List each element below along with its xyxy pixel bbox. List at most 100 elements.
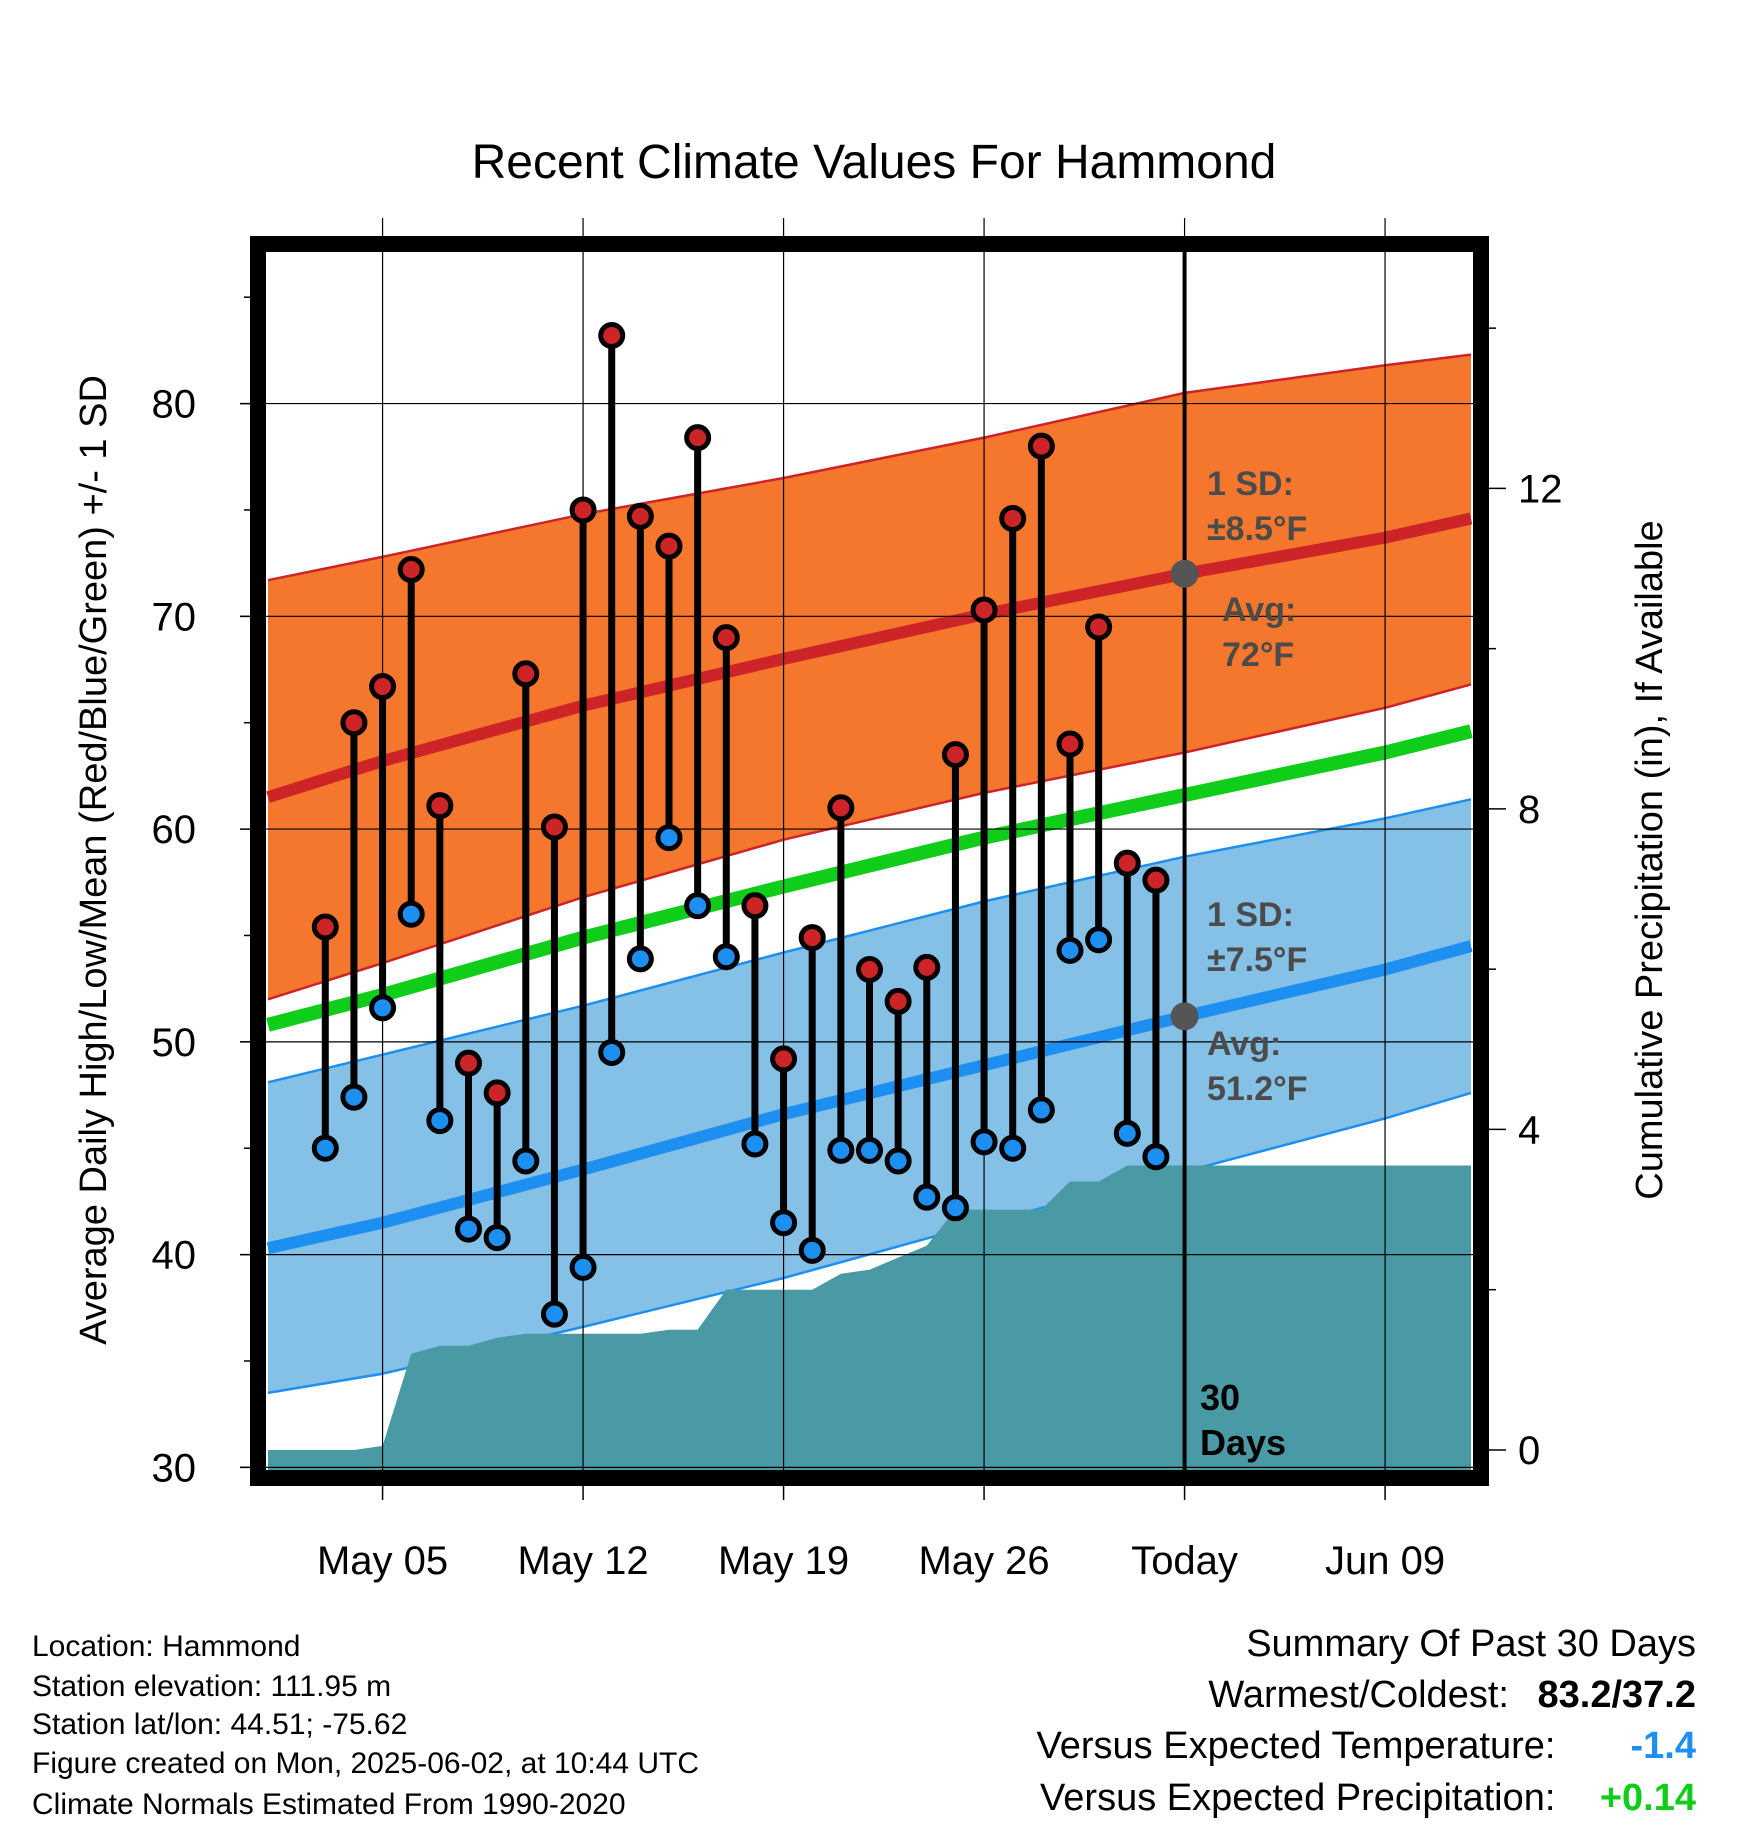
low-point bbox=[1142, 1143, 1170, 1171]
low-point bbox=[569, 1253, 597, 1281]
high-point bbox=[913, 953, 941, 981]
days-annotation-line-1: 30 bbox=[1200, 1377, 1240, 1418]
high-avg-annotation-line-2: 72°F bbox=[1222, 636, 1294, 674]
low-point bbox=[884, 1147, 912, 1175]
y-tick-label: 70 bbox=[152, 595, 197, 639]
summary-warm-value: 83.2/37.2 bbox=[1537, 1674, 1696, 1716]
low-point bbox=[397, 900, 425, 928]
high-point bbox=[1113, 849, 1141, 877]
x-tick-label: May 19 bbox=[718, 1539, 849, 1583]
summary-warm-label: Warmest/Coldest: bbox=[1208, 1674, 1509, 1716]
low-point bbox=[827, 1136, 855, 1164]
x-tick-label: May 12 bbox=[517, 1539, 648, 1583]
low-point bbox=[340, 1083, 368, 1111]
x-tick-label: May 26 bbox=[918, 1539, 1049, 1583]
high-point bbox=[1085, 613, 1113, 641]
summary-temp-value: -1.4 bbox=[1630, 1725, 1696, 1767]
high-point bbox=[426, 792, 454, 820]
low-point bbox=[1085, 926, 1113, 954]
summary-temperature: Versus Expected Temperature: -1.4 bbox=[1037, 1727, 1696, 1765]
y-tick-label: 80 bbox=[152, 383, 197, 427]
chart-title: Recent Climate Values For Hammond bbox=[472, 136, 1277, 189]
info-elevation: Station elevation: 111.95 m bbox=[32, 1670, 392, 1703]
high-point bbox=[1027, 432, 1055, 460]
high-point bbox=[540, 813, 568, 841]
high-sd-upper-line bbox=[267, 353, 1472, 582]
low-point bbox=[369, 994, 397, 1022]
low-point bbox=[1113, 1119, 1141, 1147]
low-point bbox=[999, 1134, 1027, 1162]
summary-temp-label: Versus Expected Temperature: bbox=[1036, 1725, 1556, 1767]
y2-tick-label: 8 bbox=[1518, 788, 1540, 832]
low-point bbox=[311, 1134, 339, 1162]
high-point bbox=[569, 496, 597, 524]
low-point bbox=[455, 1215, 482, 1243]
high-point bbox=[598, 321, 626, 349]
low-point bbox=[540, 1300, 568, 1328]
mean-avg-line bbox=[266, 724, 1473, 1032]
days-annotation-line-2: Days bbox=[1200, 1422, 1286, 1463]
high-point bbox=[798, 924, 826, 952]
y-axis-label: Average Daily High/Low/Mean (Red/Blue/Gr… bbox=[73, 375, 115, 1345]
low-point bbox=[684, 892, 712, 920]
info-latlon: Station lat/lon: 44.51; -75.62 bbox=[32, 1708, 408, 1741]
low-point bbox=[426, 1107, 454, 1135]
high-point bbox=[311, 913, 339, 941]
x-tick-label: Today bbox=[1131, 1539, 1238, 1583]
high-point bbox=[655, 532, 683, 560]
low-avg-line bbox=[266, 940, 1473, 1255]
low-point bbox=[913, 1183, 941, 1211]
climate-chart: Recent Climate Values For Hammond 1 SD: ±… bbox=[73, 136, 1671, 1583]
high-point bbox=[684, 424, 712, 452]
low-point bbox=[483, 1224, 511, 1252]
summary-title: Summary Of Past 30 Days bbox=[1246, 1623, 1696, 1665]
low-point bbox=[970, 1128, 998, 1156]
high-sd-lower-line bbox=[267, 683, 1472, 1001]
y2-tick-label: 4 bbox=[1518, 1108, 1540, 1152]
low-avg-annotation-line-1: Avg: bbox=[1207, 1025, 1281, 1063]
low-avg-today-dot bbox=[1170, 1002, 1199, 1031]
low-point bbox=[798, 1236, 826, 1264]
low-point bbox=[712, 943, 740, 971]
low-point bbox=[626, 945, 654, 973]
y2-tick-label: 12 bbox=[1518, 467, 1563, 511]
low-point bbox=[512, 1147, 540, 1175]
summary-warmest-coldest: Warmest/Coldest: 83.2/37.2 bbox=[1208, 1676, 1696, 1714]
high-point bbox=[770, 1045, 798, 1073]
high-avg-line bbox=[266, 512, 1473, 803]
high-point bbox=[483, 1079, 511, 1107]
low-sd-annotation-line-2: ±7.5°F bbox=[1207, 941, 1307, 979]
high-point bbox=[1142, 866, 1170, 894]
plot-frame bbox=[250, 236, 1489, 1486]
x-tick-label: Jun 09 bbox=[1325, 1539, 1445, 1583]
high-point bbox=[884, 987, 912, 1015]
high-point bbox=[1056, 730, 1084, 758]
axes: 30 40 50 60 70 80 0 4 8 12 May 05 May 12 May 19 May 2… bbox=[73, 236, 1671, 1583]
low-point bbox=[598, 1038, 626, 1066]
high-sd-band bbox=[268, 354, 1471, 1000]
high-avg-annotation-line-1: Avg: bbox=[1222, 591, 1296, 629]
high-avg-today-dot bbox=[1170, 559, 1199, 588]
summary-precip-value: +0.14 bbox=[1599, 1777, 1696, 1819]
y-tick-label: 40 bbox=[152, 1234, 197, 1278]
info-location: Location: Hammond bbox=[32, 1630, 301, 1663]
summary-precipitation: Versus Expected Precipitation: +0.14 bbox=[1040, 1779, 1696, 1817]
y-tick-label: 60 bbox=[152, 808, 197, 852]
y2-tick-label: 0 bbox=[1518, 1429, 1540, 1473]
high-point bbox=[712, 624, 740, 652]
high-point bbox=[999, 504, 1027, 532]
low-sd-upper-line bbox=[267, 798, 1472, 1084]
high-point bbox=[827, 794, 855, 822]
y2-axis-label: Cumulative Precipitation (in), If Availa… bbox=[1629, 520, 1671, 1199]
high-point bbox=[340, 709, 368, 737]
low-avg-annotation-line-2: 51.2°F bbox=[1207, 1070, 1308, 1108]
high-point bbox=[512, 660, 540, 688]
high-point bbox=[397, 556, 425, 584]
low-point bbox=[655, 824, 683, 852]
high-sd-annotation-line-2: ±8.5°F bbox=[1207, 510, 1307, 548]
x-tick-label: May 05 bbox=[317, 1539, 448, 1583]
info-normals: Climate Normals Estimated From 1990-2020 bbox=[32, 1788, 626, 1821]
plot-area: 1 SD: ±8.5°F Avg: 72°F 1 SD: ±7.5°F Avg: 51.2°F… bbox=[240, 218, 1481, 1478]
precip-area bbox=[268, 1165, 1471, 1478]
low-sd-annotation-line-1: 1 SD: bbox=[1207, 896, 1294, 934]
